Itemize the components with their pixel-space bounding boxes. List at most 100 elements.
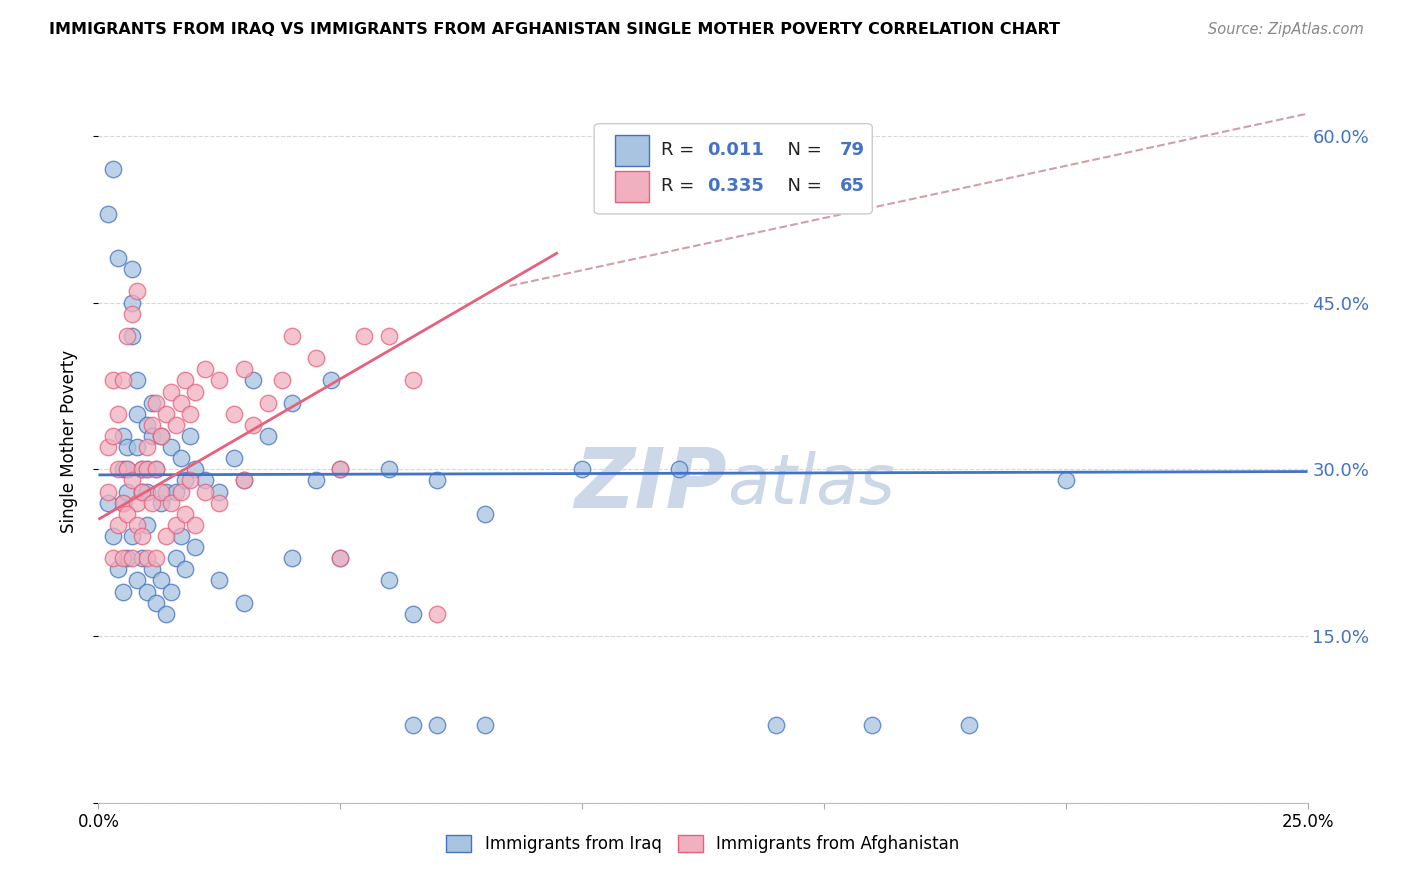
Point [121,529,143,543]
Point [117,507,139,521]
Y-axis label: Single Mother Poverty: Single Mother Poverty [59,350,77,533]
Point [101,529,124,543]
Point [232,362,254,376]
Point [169,484,191,499]
Point [121,295,143,310]
Point [141,429,163,443]
Point [169,451,191,466]
Point [155,607,177,621]
Point [155,407,177,421]
Point [145,395,167,409]
Point [121,551,143,566]
Point [281,551,304,566]
Point [127,407,149,421]
Point [150,496,173,510]
Point [174,373,197,387]
Point [135,462,157,476]
Point [97,496,120,510]
Point [111,429,134,443]
Point [101,429,124,443]
Point [179,474,201,488]
Point [184,517,207,532]
Point [474,718,496,732]
Point [256,395,278,409]
Text: Source: ZipAtlas.com: Source: ZipAtlas.com [1208,22,1364,37]
Point [135,517,157,532]
Point [169,529,191,543]
Point [160,384,183,399]
Point [131,484,153,499]
Point [160,440,183,454]
Point [111,462,134,476]
Point [145,462,167,476]
Point [402,718,425,732]
Point [121,474,143,488]
Point [150,484,173,499]
Text: 0.011: 0.011 [707,141,763,160]
Text: N =: N = [776,178,827,195]
Point [194,474,217,488]
Point [232,596,254,610]
Point [329,551,352,566]
Point [281,395,304,409]
Point [208,484,231,499]
Point [1054,474,1077,488]
Bar [614,171,648,202]
Point [127,574,149,588]
Point [319,373,342,387]
Point [145,551,167,566]
Point [668,462,690,476]
Point [135,484,157,499]
Point [377,574,399,588]
Point [353,329,375,343]
Point [145,462,167,476]
Point [127,440,149,454]
Point [107,407,129,421]
Point [271,373,294,387]
Point [305,351,328,366]
Point [141,496,163,510]
Point [426,718,449,732]
Point [165,551,187,566]
Point [426,607,449,621]
Point [860,718,883,732]
Point [184,384,207,399]
Text: N =: N = [776,141,827,160]
Point [111,496,134,510]
Point [117,329,139,343]
Point [765,718,787,732]
Point [155,484,177,499]
Point [169,395,191,409]
Point [474,507,496,521]
Point [121,262,143,277]
Point [97,440,120,454]
Point [141,562,163,576]
Point [160,496,183,510]
Point [281,329,304,343]
Point [242,373,264,387]
Point [127,496,149,510]
Point [208,574,231,588]
Point [256,429,278,443]
Point [135,551,157,566]
Point [402,607,425,621]
Point [165,517,187,532]
Point [179,407,201,421]
Point [131,529,153,543]
Point [165,484,187,499]
Point [117,462,139,476]
Text: 65: 65 [839,178,865,195]
Text: IMMIGRANTS FROM IRAQ VS IMMIGRANTS FROM AFGHANISTAN SINGLE MOTHER POVERTY CORREL: IMMIGRANTS FROM IRAQ VS IMMIGRANTS FROM … [49,22,1060,37]
Point [135,417,157,432]
Point [107,251,129,265]
Point [131,484,153,499]
Text: atlas: atlas [727,451,896,518]
Point [222,407,245,421]
Point [135,462,157,476]
Point [957,718,980,732]
Point [329,462,352,476]
Point [208,373,231,387]
Point [127,373,149,387]
Point [184,540,207,554]
Point [135,440,157,454]
